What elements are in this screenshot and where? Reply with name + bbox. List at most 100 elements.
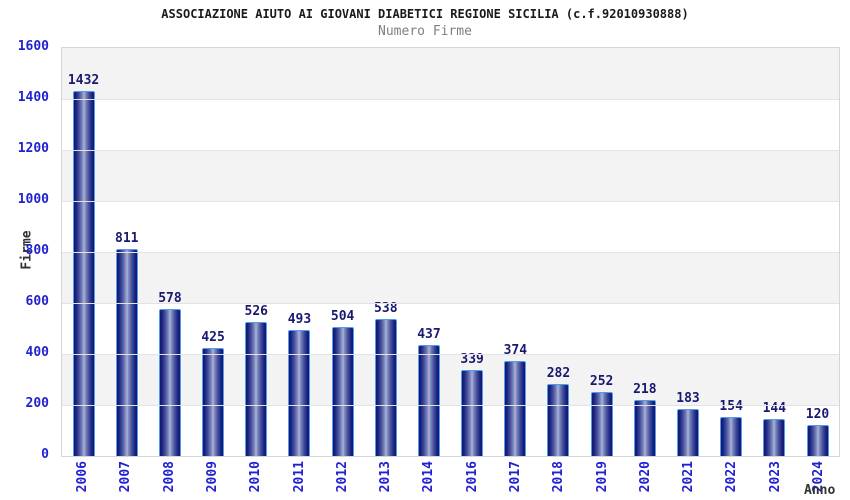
x-tick: 2023	[754, 461, 797, 499]
bar	[633, 400, 656, 456]
bar	[590, 391, 613, 456]
y-axis-ticks: 1600 1400 1200 1000 800 600 400 200 0	[0, 39, 55, 462]
x-tick: 2009	[191, 461, 234, 499]
gridline	[62, 99, 839, 100]
bar	[720, 416, 743, 456]
x-tick-label: 2017	[507, 461, 523, 493]
bar	[202, 347, 225, 456]
bar-value-label: 538	[374, 300, 398, 316]
bar-value-label: 493	[287, 312, 312, 328]
plot-area: 1432 811 578 425 526 493 504 538 437 339 374 282 252…	[61, 47, 840, 457]
bar	[504, 360, 527, 456]
x-axis-ticks: 2006 2007 2008 2009 2010 2011 2012 2013 2014 2016…	[61, 461, 840, 499]
bars-group: 1432 811 578 425 526 493 504 538 437 339 374 282 252…	[62, 48, 839, 456]
x-tick-label: 2008	[161, 461, 177, 493]
x-tick-label: 2006	[75, 461, 91, 493]
bar-slot: 1432	[62, 48, 105, 456]
bar-slot: 578	[148, 48, 191, 456]
bar	[806, 425, 829, 456]
x-tick: 2021	[667, 461, 710, 499]
y-tick-label: 0	[41, 447, 49, 462]
x-tick: 2018	[537, 461, 580, 499]
bar	[331, 327, 354, 456]
x-tick: 2020	[624, 461, 667, 499]
bar-value-label: 218	[633, 382, 657, 398]
x-tick-label: 2014	[421, 461, 437, 493]
x-tick-label: 2022	[724, 461, 740, 493]
bar-value-label: 1432	[67, 72, 100, 88]
bar-slot: 282	[537, 48, 580, 456]
bar-slot: 504	[321, 48, 364, 456]
bar	[245, 321, 268, 456]
x-tick: 2006	[61, 461, 104, 499]
x-tick: 2012	[321, 461, 364, 499]
bar-value-label: 252	[589, 373, 614, 389]
x-tick: 2017	[494, 461, 537, 499]
chart-subtitle: Numero Firme	[378, 24, 472, 39]
bar-slot: 526	[235, 48, 278, 456]
bar-slot: 252	[580, 48, 623, 456]
bar-value-label: 811	[115, 231, 139, 247]
gridline	[62, 405, 839, 406]
x-tick-label: 2007	[118, 461, 134, 493]
bar-slot: 374	[494, 48, 537, 456]
x-tick-label: 2016	[464, 461, 480, 493]
bar-value-label: 374	[503, 342, 528, 358]
bar	[115, 249, 138, 456]
gridline	[62, 150, 839, 151]
bar	[763, 419, 786, 456]
bar-slot: 339	[451, 48, 494, 456]
y-tick-label: 600	[25, 294, 49, 309]
bar-slot: 120	[796, 48, 839, 456]
x-tick-label: 2019	[594, 461, 610, 493]
bar-value-label: 120	[805, 407, 830, 423]
bar	[461, 369, 484, 456]
bar-value-label: 526	[244, 303, 269, 319]
x-tick: 2014	[407, 461, 450, 499]
bar-slot: 154	[710, 48, 753, 456]
y-tick-label: 1000	[17, 192, 49, 207]
bar-value-label: 504	[330, 309, 355, 325]
x-tick-label: 2011	[291, 461, 307, 493]
bar	[158, 308, 181, 456]
bar-value-label: 425	[201, 329, 225, 345]
bar-slot: 218	[623, 48, 666, 456]
bar-value-label: 183	[676, 391, 700, 407]
bar-slot: 493	[278, 48, 321, 456]
y-tick-label: 400	[25, 345, 49, 360]
x-tick: 2007	[104, 461, 147, 499]
x-tick-label: 2018	[551, 461, 567, 493]
x-tick-label: 2013	[378, 461, 394, 493]
y-tick-label: 1200	[17, 141, 49, 156]
bar-value-label: 437	[417, 326, 441, 342]
bar	[547, 384, 570, 456]
bar-slot: 538	[364, 48, 407, 456]
bar-value-label: 339	[460, 351, 484, 367]
gridline	[62, 303, 839, 304]
x-tick-label: 2012	[334, 461, 350, 493]
bar	[374, 318, 397, 456]
x-tick: 2011	[277, 461, 320, 499]
y-tick-label: 1600	[17, 39, 49, 54]
bar	[288, 330, 311, 456]
bar-slot: 425	[192, 48, 235, 456]
x-tick-label: 2021	[681, 461, 697, 493]
bar-value-label: 282	[546, 366, 571, 382]
y-tick-label: 200	[25, 396, 49, 411]
gridline	[62, 201, 839, 202]
chart-title: ASSOCIAZIONE AIUTO AI GIOVANI DIABETICI …	[161, 7, 689, 21]
x-axis-label: Anno	[804, 483, 836, 498]
x-tick: 2013	[364, 461, 407, 499]
bar	[676, 409, 699, 456]
x-tick-label: 2010	[248, 461, 264, 493]
x-tick-label: 2009	[204, 461, 220, 493]
bar-value-label: 578	[158, 290, 182, 306]
x-tick: 2008	[148, 461, 191, 499]
bar	[72, 90, 95, 456]
bar-value-label: 154	[719, 398, 743, 414]
x-tick: 2019	[580, 461, 623, 499]
y-tick-label: 800	[25, 243, 49, 258]
bar-slot: 811	[105, 48, 148, 456]
x-tick-label: 2020	[637, 461, 653, 493]
